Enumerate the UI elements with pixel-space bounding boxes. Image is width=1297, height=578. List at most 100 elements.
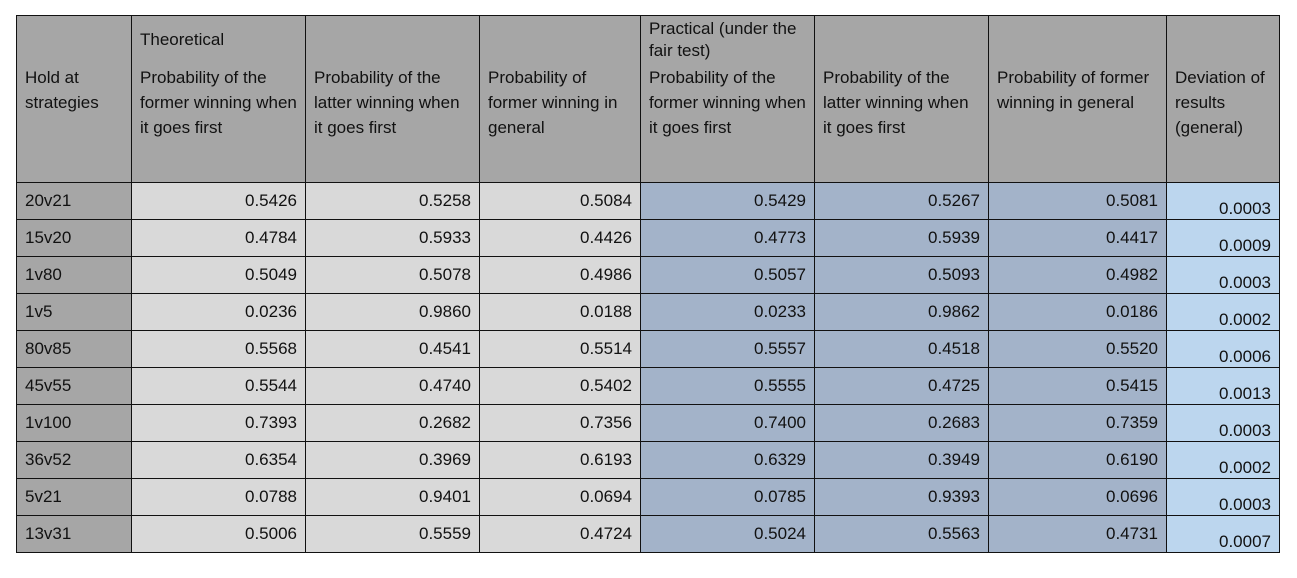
prac-general-cell: 0.0186 [988,293,1167,331]
deviation-cell: 0.0006 [1166,330,1280,368]
theo-latter-first-cell: 0.5559 [305,515,480,553]
theo-general-cell: 0.0188 [479,293,641,331]
table-row: 13v31 0.5006 0.5559 0.4724 0.5024 0.5563 0.473… [16,515,1280,553]
theo-latter-first-cell: 0.2682 [305,404,480,442]
theo-former-first-cell: 0.4784 [131,219,306,257]
theo-general-cell: 0.6193 [479,441,641,479]
column-header-prac-latter-first: Probability of the latter winning when i… [814,64,989,183]
column-header-strategies: Hold at strategies [16,64,132,183]
strategy-cell: 20v21 [16,182,132,220]
prac-latter-first-cell: 0.4725 [814,367,989,405]
column-header-row: Hold at strategies Probability of the fo… [16,64,1280,183]
theo-latter-first-cell: 0.5933 [305,219,480,257]
theo-latter-first-cell: 0.9860 [305,293,480,331]
prac-general-cell: 0.4417 [988,219,1167,257]
table-row: 36v52 0.6354 0.3969 0.6193 0.6329 0.3949 0.619… [16,441,1280,479]
strategy-cell: 15v20 [16,219,132,257]
deviation-cell: 0.0009 [1166,219,1280,257]
deviation-cell: 0.0002 [1166,441,1280,479]
theo-latter-first-cell: 0.4541 [305,330,480,368]
table-row: 1v5 0.0236 0.9860 0.0188 0.0233 0.9862 0.0186 0… [16,293,1280,331]
table-row: 20v21 0.5426 0.5258 0.5084 0.5429 0.5267 0.508… [16,182,1280,220]
group-header-cell [16,15,132,64]
prac-former-first-cell: 0.5057 [640,256,815,294]
table-row: 15v20 0.4784 0.5933 0.4426 0.4773 0.5939 0.441… [16,219,1280,257]
prac-former-first-cell: 0.5555 [640,367,815,405]
group-header-cell [988,15,1167,64]
prac-latter-first-cell: 0.5093 [814,256,989,294]
column-header-prac-former-first: Probability of the former winning when i… [640,64,815,183]
table-body: 20v21 0.5426 0.5258 0.5084 0.5429 0.5267 0.508… [16,182,1280,553]
column-header-prac-general: Probability of former winning in general [988,64,1167,183]
theo-latter-first-cell: 0.4740 [305,367,480,405]
prac-former-first-cell: 0.5429 [640,182,815,220]
table-row: 80v85 0.5568 0.4541 0.5514 0.5557 0.4518 0.552… [16,330,1280,368]
table-row: 5v21 0.0788 0.9401 0.0694 0.0785 0.9393 0.0696… [16,478,1280,516]
group-header-practical: Practical (under the fair test) [640,15,815,64]
prac-general-cell: 0.4982 [988,256,1167,294]
deviation-cell: 0.0003 [1166,256,1280,294]
theo-former-first-cell: 0.5426 [131,182,306,220]
group-header-theoretical: Theoretical [131,15,306,64]
strategy-cell: 45v55 [16,367,132,405]
deviation-cell: 0.0002 [1166,293,1280,331]
strategy-cell: 80v85 [16,330,132,368]
strategy-cell: 1v80 [16,256,132,294]
column-header-deviation: Deviation of results (general) [1166,64,1280,183]
theo-latter-first-cell: 0.9401 [305,478,480,516]
prac-latter-first-cell: 0.9393 [814,478,989,516]
group-header-cell [305,15,480,64]
deviation-cell: 0.0007 [1166,515,1280,553]
prac-former-first-cell: 0.4773 [640,219,815,257]
strategy-cell: 13v31 [16,515,132,553]
prac-former-first-cell: 0.5557 [640,330,815,368]
group-header-row: Theoretical Practical (under the fair te… [16,15,1280,64]
prac-general-cell: 0.5415 [988,367,1167,405]
column-header-theo-latter-first: Probability of the latter winning when i… [305,64,480,183]
strategy-cell: 1v100 [16,404,132,442]
column-header-theo-former-first: Probability of the former winning when i… [131,64,306,183]
theo-general-cell: 0.4724 [479,515,641,553]
prac-latter-first-cell: 0.5939 [814,219,989,257]
theo-latter-first-cell: 0.5258 [305,182,480,220]
prac-general-cell: 0.0696 [988,478,1167,516]
theo-general-cell: 0.5084 [479,182,641,220]
group-header-cell [814,15,989,64]
deviation-cell: 0.0003 [1166,182,1280,220]
table-row: 1v80 0.5049 0.5078 0.4986 0.5057 0.5093 0.4982… [16,256,1280,294]
prac-general-cell: 0.4731 [988,515,1167,553]
theo-latter-first-cell: 0.3969 [305,441,480,479]
prac-general-cell: 0.7359 [988,404,1167,442]
theo-latter-first-cell: 0.5078 [305,256,480,294]
theo-former-first-cell: 0.0236 [131,293,306,331]
theo-general-cell: 0.7356 [479,404,641,442]
prac-general-cell: 0.5081 [988,182,1167,220]
prac-latter-first-cell: 0.9862 [814,293,989,331]
prac-general-cell: 0.5520 [988,330,1167,368]
strategy-cell: 36v52 [16,441,132,479]
prac-former-first-cell: 0.7400 [640,404,815,442]
theo-general-cell: 0.4986 [479,256,641,294]
deviation-cell: 0.0003 [1166,478,1280,516]
prac-general-cell: 0.6190 [988,441,1167,479]
group-header-cell [479,15,641,64]
column-header-theo-general: Probability of former winning in general [479,64,641,183]
group-header-cell [1166,15,1280,64]
table-row: 45v55 0.5544 0.4740 0.5402 0.5555 0.4725 0.541… [16,367,1280,405]
theo-former-first-cell: 0.6354 [131,441,306,479]
theo-general-cell: 0.5514 [479,330,641,368]
prac-former-first-cell: 0.0785 [640,478,815,516]
prac-former-first-cell: 0.6329 [640,441,815,479]
table-row: 1v100 0.7393 0.2682 0.7356 0.7400 0.2683 0.735… [16,404,1280,442]
theo-general-cell: 0.4426 [479,219,641,257]
prac-latter-first-cell: 0.2683 [814,404,989,442]
deviation-cell: 0.0003 [1166,404,1280,442]
theo-former-first-cell: 0.5049 [131,256,306,294]
theo-former-first-cell: 0.5544 [131,367,306,405]
theo-former-first-cell: 0.5006 [131,515,306,553]
theo-former-first-cell: 0.7393 [131,404,306,442]
prac-former-first-cell: 0.5024 [640,515,815,553]
theo-former-first-cell: 0.0788 [131,478,306,516]
theo-general-cell: 0.5402 [479,367,641,405]
prac-former-first-cell: 0.0233 [640,293,815,331]
